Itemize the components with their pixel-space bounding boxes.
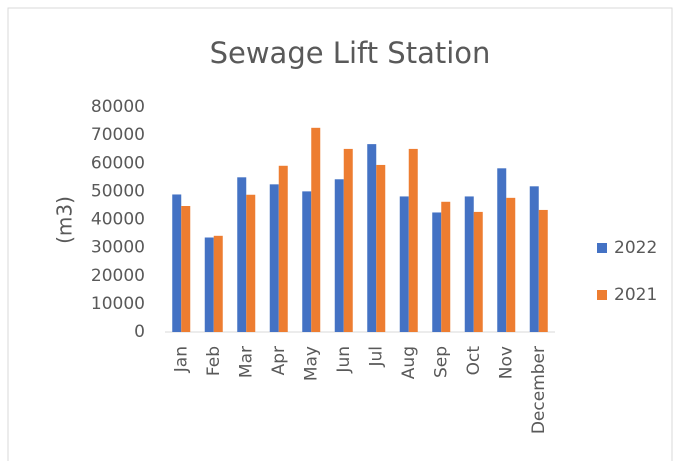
- y-tick-label: 10000: [91, 294, 145, 314]
- y-tick-label: 40000: [91, 210, 145, 230]
- y-tick-label: 20000: [91, 266, 145, 286]
- x-tick-label: Oct: [464, 346, 484, 376]
- y-axis-title: (m3): [53, 196, 77, 244]
- legend-swatch: [597, 290, 607, 300]
- legend-swatch: [597, 243, 607, 253]
- bar: [213, 235, 223, 332]
- bar: [343, 148, 353, 332]
- x-tick-label: Apr: [269, 346, 289, 375]
- bar: [302, 191, 312, 332]
- bar: [399, 196, 409, 332]
- bar: [473, 211, 483, 332]
- y-tick-label: 60000: [91, 153, 145, 173]
- bar: [204, 237, 214, 332]
- bar: [497, 168, 507, 332]
- x-tick-label: Mar: [236, 346, 256, 378]
- bar: [432, 212, 442, 332]
- bar: [506, 197, 516, 332]
- legend-label: 2021: [614, 285, 657, 305]
- bar: [172, 194, 182, 332]
- x-tick-label: Feb: [204, 346, 224, 376]
- bar: [311, 127, 321, 332]
- x-tick-label: May: [301, 346, 321, 381]
- y-tick-label: 0: [134, 322, 145, 342]
- bar: [408, 148, 418, 332]
- x-tick-label: December: [529, 346, 549, 434]
- x-tick-label: Jun: [334, 346, 354, 374]
- bar: [237, 177, 247, 332]
- bar: [464, 196, 474, 332]
- bar: [367, 144, 377, 332]
- bar: [278, 165, 288, 332]
- y-tick-label: 30000: [91, 238, 145, 258]
- y-tick-label: 80000: [91, 97, 145, 117]
- chart-title: Sewage Lift Station: [210, 36, 491, 70]
- bar: [334, 179, 344, 332]
- bar: [246, 194, 256, 332]
- x-tick-label: Nov: [496, 346, 516, 379]
- x-tick-label: Jul: [366, 346, 386, 368]
- bar: [538, 209, 548, 332]
- x-tick-label: Aug: [399, 346, 419, 379]
- y-tick-label: 70000: [91, 125, 145, 145]
- y-tick-label: 50000: [91, 181, 145, 201]
- x-tick-label: Sep: [431, 346, 451, 378]
- bar: [181, 206, 191, 332]
- bar: [529, 186, 539, 332]
- x-tick-label: Jan: [171, 346, 191, 373]
- bar: [441, 201, 451, 332]
- bar: [376, 164, 386, 332]
- bar: [269, 184, 279, 332]
- legend-label: 2022: [614, 238, 657, 258]
